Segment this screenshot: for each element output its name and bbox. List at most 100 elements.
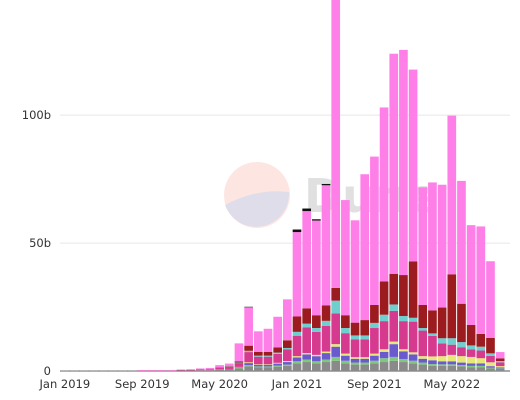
bar-stack[interactable]: [457, 180, 466, 371]
bar-segment-0: [224, 369, 234, 371]
bar-segment-6: [370, 304, 379, 323]
bar-segment-2: [466, 363, 476, 366]
bar-segment-0: [486, 368, 495, 371]
bar-segment-2: [263, 364, 273, 367]
bar-stack[interactable]: [370, 156, 379, 371]
bar-segment-5: [437, 338, 447, 344]
bar-segment-4: [476, 350, 486, 359]
bar-segment-4: [341, 333, 350, 354]
bar-stack[interactable]: [476, 226, 486, 371]
bar-stack[interactable]: [495, 352, 505, 371]
bar-segment-0: [186, 370, 195, 371]
bar-segment-1: [244, 365, 253, 367]
bar-segment-6: [379, 281, 389, 315]
bar-stack[interactable]: [418, 187, 428, 371]
bar-stack[interactable]: [147, 370, 157, 372]
bar-segment-6: [466, 324, 476, 346]
bar-segment-3: [302, 353, 312, 355]
bar-segment-4: [399, 321, 408, 350]
bar-segment-8: [292, 229, 302, 233]
bar-stack[interactable]: [205, 367, 215, 371]
bar-segment-6: [418, 304, 428, 329]
bar-segment-8: [244, 306, 253, 308]
bar-stack[interactable]: [186, 369, 195, 371]
bar-segment-4: [389, 310, 399, 342]
bar-segment-1: [273, 365, 282, 367]
bar-stack[interactable]: [466, 225, 476, 371]
bar-stack[interactable]: [486, 261, 495, 371]
bar-segment-0: [389, 360, 399, 371]
bar-stack[interactable]: [399, 49, 408, 371]
bar-stack[interactable]: [263, 328, 273, 371]
bar-stack[interactable]: [302, 208, 312, 371]
bar-segment-2: [389, 344, 399, 357]
bar-stack[interactable]: [350, 220, 360, 371]
bar-segment-0: [292, 363, 302, 371]
y-axis-ticks: 0 50b 100b: [22, 108, 51, 378]
watermark-logo-lower: [225, 191, 290, 227]
bar-stack[interactable]: [428, 182, 437, 371]
bar-stack[interactable]: [321, 183, 331, 371]
bar-stack[interactable]: [331, 0, 341, 371]
bar-segment-1: [486, 367, 495, 369]
bar-segment-7: [283, 299, 292, 341]
bar-segment-2: [476, 363, 486, 366]
bar-segment-7: [476, 226, 486, 334]
bar-stack[interactable]: [137, 370, 147, 372]
bar-segment-7: [312, 220, 321, 316]
bar-stack[interactable]: [379, 107, 389, 371]
bar-stack[interactable]: [244, 306, 253, 371]
y-tick-label: 50b: [29, 236, 51, 250]
bar-segment-6: [341, 315, 350, 329]
bar-segment-0: [399, 362, 408, 371]
bar-segment-1: [457, 365, 466, 367]
bar-segment-5: [486, 353, 495, 356]
bar-segment-2: [331, 346, 341, 357]
bar-stack[interactable]: [292, 229, 302, 371]
bar-segment-7: [321, 185, 331, 306]
bar-segment-6: [457, 303, 466, 343]
bar-segment-0: [437, 365, 447, 371]
bar-segment-3: [350, 357, 360, 359]
bar-stack[interactable]: [437, 184, 447, 371]
bar-stack[interactable]: [408, 69, 418, 371]
bar-segment-3: [437, 356, 447, 362]
bar-stack[interactable]: [234, 343, 244, 371]
bar-segment-6: [447, 274, 457, 339]
bar-stack[interactable]: [224, 363, 234, 371]
bar-segment-6: [321, 305, 331, 321]
bar-segment-7: [370, 156, 379, 305]
bar-segment-8: [302, 208, 312, 212]
bar-stack[interactable]: [215, 365, 224, 371]
bar-stack[interactable]: [176, 369, 186, 371]
bar-stack[interactable]: [360, 174, 370, 371]
bar-stack[interactable]: [253, 331, 263, 371]
bar-segment-5: [360, 335, 370, 340]
bar-segment-5: [302, 323, 312, 328]
bar-segment-7: [486, 261, 495, 338]
bar-stack[interactable]: [389, 53, 399, 371]
bar-stack[interactable]: [341, 200, 350, 371]
bar-segment-1: [428, 364, 437, 366]
bar-segment-5: [418, 328, 428, 331]
bar-segment-8: [312, 219, 321, 221]
bar-segment-5: [263, 355, 273, 357]
bar-stack[interactable]: [447, 115, 457, 371]
bar-segment-4: [302, 327, 312, 354]
bar-segment-2: [302, 354, 312, 360]
bar-segment-0: [273, 366, 282, 371]
bar-stack[interactable]: [195, 368, 205, 371]
bar-stack[interactable]: [273, 316, 282, 371]
bar-segment-8: [321, 183, 331, 186]
bar-segment-1: [466, 365, 476, 368]
bar-segment-7: [437, 184, 447, 308]
bar-segment-0: [215, 369, 224, 371]
bar-segment-5: [321, 320, 331, 326]
bar-stack[interactable]: [283, 299, 292, 371]
bar-stack[interactable]: [157, 370, 166, 372]
bar-stack[interactable]: [312, 219, 321, 371]
bar-stack[interactable]: [166, 370, 176, 372]
bar-segment-4: [321, 325, 331, 352]
bar-segment-3: [283, 361, 292, 363]
bar-segment-4: [408, 321, 418, 353]
